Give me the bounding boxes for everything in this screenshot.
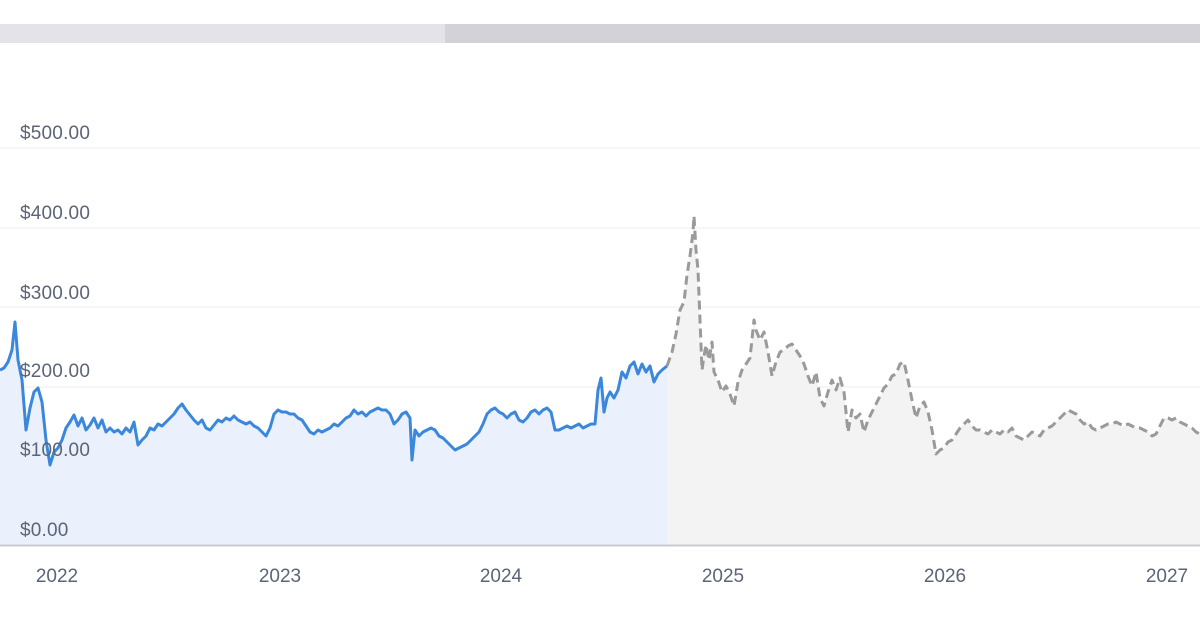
range-selector-bar[interactable] bbox=[0, 24, 1200, 43]
y-tick-100: $100.00 bbox=[20, 440, 91, 461]
x-tick-2023: 2023 bbox=[258, 566, 302, 587]
y-tick-0: $0.00 bbox=[20, 520, 69, 541]
historical-area-fill bbox=[0, 322, 667, 545]
y-tick-500: $500.00 bbox=[20, 123, 91, 144]
x-tick-2025: 2025 bbox=[701, 566, 745, 587]
x-tick-2026: 2026 bbox=[923, 566, 967, 587]
y-tick-400: $400.00 bbox=[20, 203, 91, 224]
historical-price-line bbox=[0, 320, 668, 467]
x-tick-2024: 2024 bbox=[479, 566, 523, 587]
range-selector-right-segment[interactable] bbox=[445, 24, 1200, 43]
y-tick-300: $300.00 bbox=[20, 283, 91, 304]
y-tick-200: $200.00 bbox=[20, 361, 91, 382]
x-tick-2027: 2027 bbox=[1145, 566, 1189, 587]
x-tick-2022: 2022 bbox=[35, 566, 79, 587]
forecast-price-line bbox=[665, 214, 1200, 456]
range-selector-left-segment[interactable] bbox=[0, 24, 445, 43]
forecast-area-fill bbox=[667, 216, 1200, 545]
